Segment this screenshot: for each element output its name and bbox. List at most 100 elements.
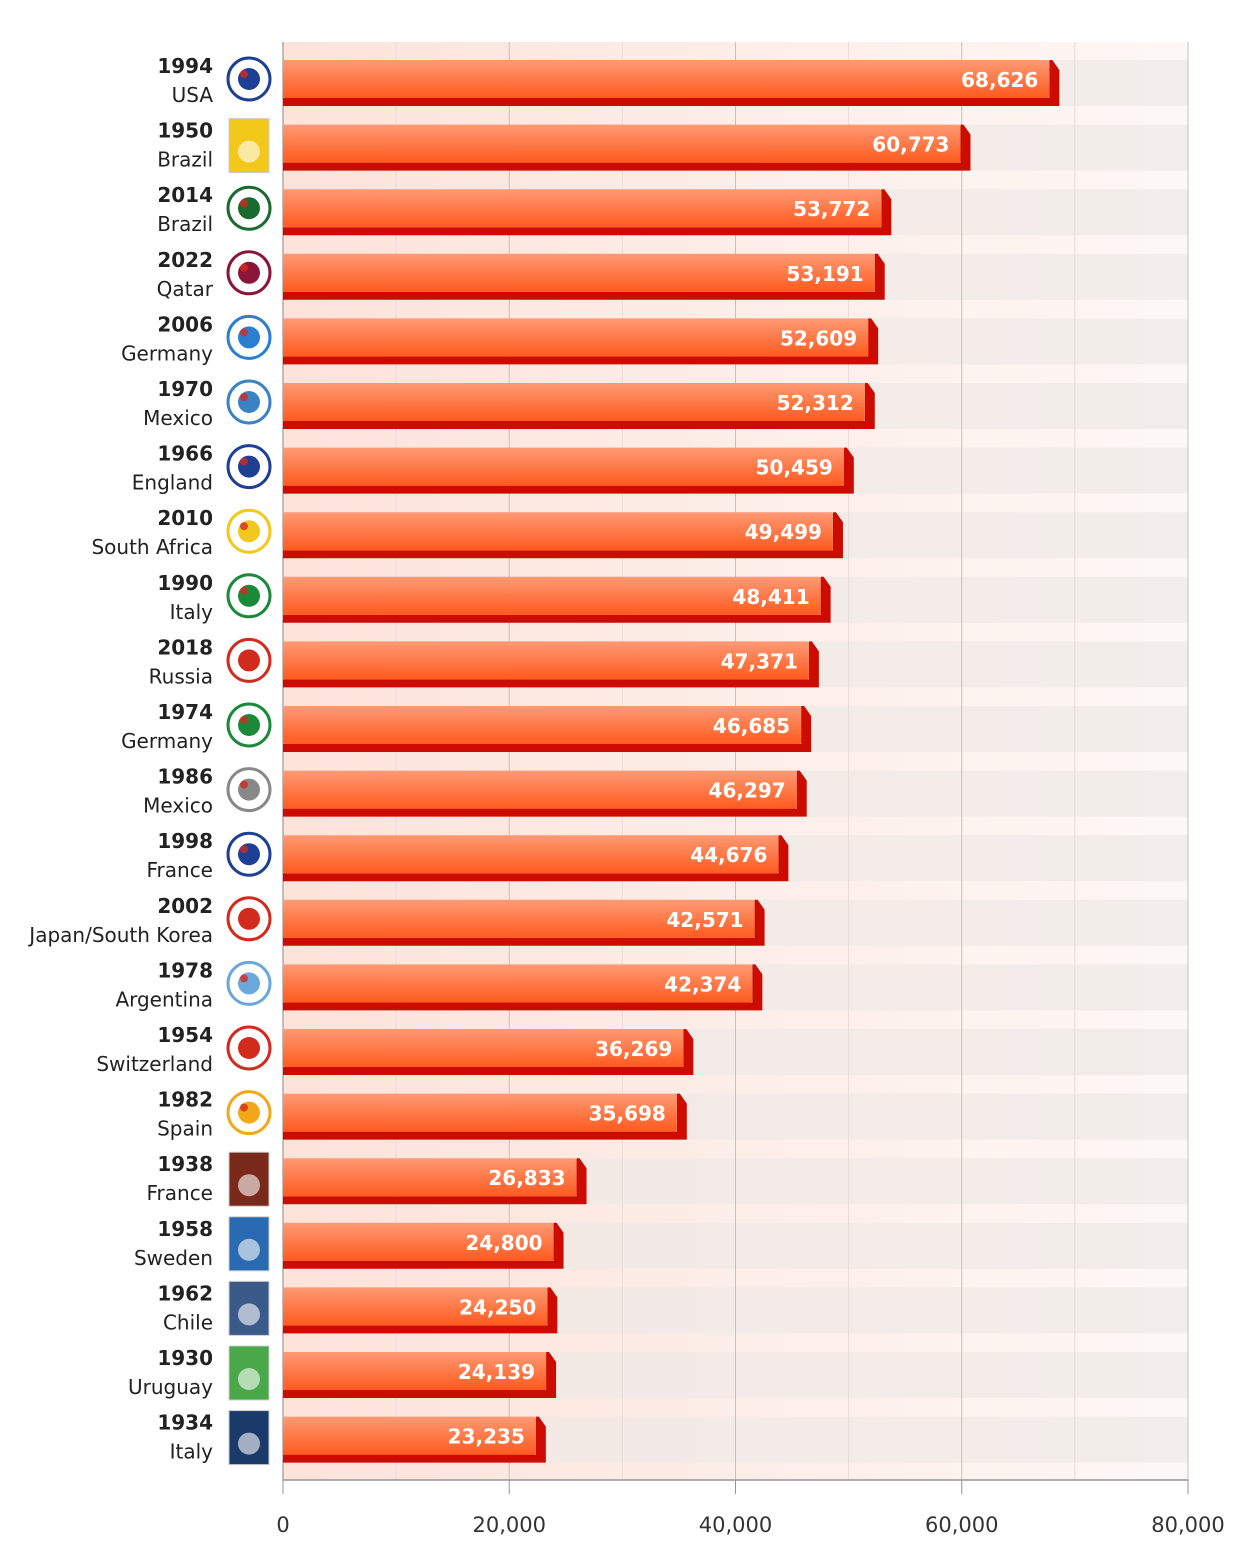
data-label: 26,833 xyxy=(488,1166,565,1190)
host-label: Spain xyxy=(157,1117,213,1141)
host-label: Argentina xyxy=(115,987,213,1011)
host-label: Italy xyxy=(170,600,214,624)
bar-1986: 46,297 xyxy=(283,770,807,817)
x-tick-label: 40,000 xyxy=(699,1513,772,1537)
bar-1998: 44,676 xyxy=(283,835,789,882)
emblem-accent xyxy=(240,263,248,272)
bar-1978: 42,374 xyxy=(283,964,763,1011)
bar-side xyxy=(283,706,812,752)
bar-side xyxy=(283,447,854,494)
host-label: Russia xyxy=(149,664,213,688)
mexico-1970-logo-icon xyxy=(226,379,272,425)
bar-1934: 23,235 xyxy=(283,1416,546,1463)
year-label: 1938 xyxy=(157,1152,213,1176)
data-label: 35,698 xyxy=(589,1102,666,1126)
spain-1982-logo-icon xyxy=(226,1090,272,1136)
poster-ball xyxy=(238,1303,260,1326)
data-label: 52,312 xyxy=(777,391,854,415)
bar-2018: 47,371 xyxy=(283,641,819,688)
brazil-2014-logo-icon xyxy=(226,185,272,231)
host-label: Brazil xyxy=(157,212,213,236)
year-label: 1958 xyxy=(157,1217,213,1241)
bar xyxy=(283,964,753,1003)
chile-1962-poster-icon xyxy=(228,1280,270,1336)
data-label: 24,139 xyxy=(458,1360,535,1384)
bar-1994: 68,626 xyxy=(283,60,1060,106)
bar-side xyxy=(283,770,807,817)
bar xyxy=(283,641,809,680)
year-label: 1954 xyxy=(157,1023,213,1047)
data-label: 50,459 xyxy=(756,456,833,480)
data-label: 60,773 xyxy=(872,133,949,157)
host-label: USA xyxy=(172,83,214,107)
bar-side xyxy=(283,1222,564,1269)
data-label: 46,297 xyxy=(709,779,786,803)
bar-1966: 50,459 xyxy=(283,447,854,494)
host-label: France xyxy=(146,1181,213,1205)
host-label: Mexico xyxy=(143,794,213,818)
bar-2002: 42,571 xyxy=(283,899,765,946)
qatar-2022-logo-icon xyxy=(226,250,272,296)
bar-2014: 53,772 xyxy=(283,189,892,236)
year-label: 1962 xyxy=(157,1281,213,1305)
year-label: 1970 xyxy=(157,377,213,401)
year-label: 1986 xyxy=(157,765,213,789)
bar-1962: 24,250 xyxy=(283,1287,558,1334)
bar xyxy=(283,1158,577,1197)
year-label: 1966 xyxy=(157,442,213,466)
bar xyxy=(283,60,1050,98)
bar-side xyxy=(283,1029,694,1075)
emblem-accent xyxy=(240,1039,248,1047)
data-label: 68,626 xyxy=(961,68,1038,92)
bar xyxy=(283,318,869,357)
bar xyxy=(283,1416,536,1455)
uruguay-1930-poster-icon xyxy=(228,1345,270,1401)
bar-side xyxy=(283,899,765,946)
poster-ball xyxy=(238,1238,260,1261)
emblem-accent xyxy=(240,1103,248,1112)
bar xyxy=(283,383,865,421)
host-label: Brazil xyxy=(157,148,213,172)
bar xyxy=(283,1029,684,1067)
data-label: 44,676 xyxy=(690,843,767,867)
france-1938-poster-icon xyxy=(228,1151,270,1207)
bar-side xyxy=(283,576,831,623)
bar xyxy=(283,447,844,486)
data-label: 36,269 xyxy=(595,1037,672,1061)
year-label: 1994 xyxy=(157,54,213,78)
host-label: England xyxy=(132,471,213,495)
bar-side xyxy=(283,124,971,171)
poster-ball xyxy=(238,140,260,163)
emblem-accent xyxy=(240,716,248,724)
emblem-accent xyxy=(240,780,248,789)
year-label: 1982 xyxy=(157,1088,213,1112)
bar-side xyxy=(283,1158,587,1205)
bar xyxy=(283,512,833,551)
bar-1930: 24,139 xyxy=(283,1352,557,1398)
bar-side xyxy=(283,1416,546,1463)
data-label: 42,571 xyxy=(666,908,743,932)
switzerland-1954-logo-icon xyxy=(226,1025,272,1071)
bar xyxy=(283,124,961,163)
year-label: 1978 xyxy=(157,958,213,982)
host-label: Germany xyxy=(121,729,213,753)
emblem-accent xyxy=(240,457,248,466)
bar xyxy=(283,1093,677,1132)
host-label: Mexico xyxy=(143,406,213,430)
bar xyxy=(283,1352,547,1390)
bar-side xyxy=(283,835,789,882)
year-label: 2018 xyxy=(157,635,213,659)
host-label: South Africa xyxy=(91,535,213,559)
emblem-accent xyxy=(240,70,248,78)
bar-side xyxy=(283,964,763,1011)
host-label: Chile xyxy=(163,1310,213,1334)
host-label: Switzerland xyxy=(96,1052,213,1076)
host-label: Qatar xyxy=(157,277,214,301)
host-label: Sweden xyxy=(134,1246,213,1270)
host-label: Japan/South Korea xyxy=(27,923,213,947)
bar-1974: 46,685 xyxy=(283,706,812,752)
emblem-accent xyxy=(240,909,248,918)
bar xyxy=(283,253,875,292)
host-label: Italy xyxy=(170,1440,214,1464)
data-label: 47,371 xyxy=(721,649,798,673)
